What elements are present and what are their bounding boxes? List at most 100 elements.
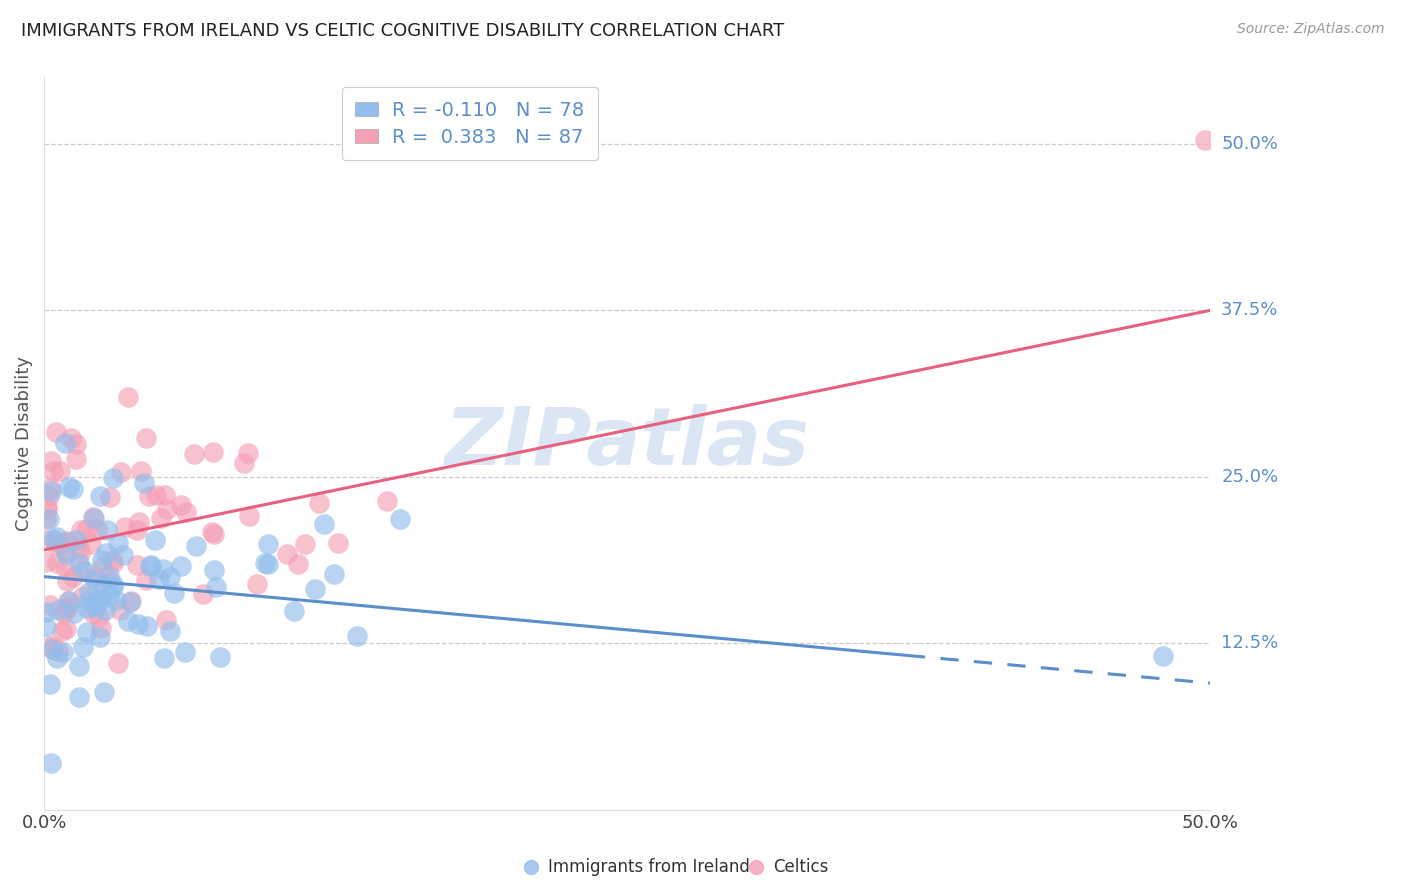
Point — [202, 527, 225, 541]
Point — [101, 553, 124, 567]
Text: IMMIGRANTS FROM IRELAND VS CELTIC COGNITIVE DISABILITY CORRELATION CHART: IMMIGRANTS FROM IRELAND VS CELTIC COGNIT… — [21, 22, 785, 40]
Point — [70, 524, 93, 538]
Text: 37.5%: 37.5% — [1222, 301, 1278, 319]
Point — [39, 454, 62, 468]
Point — [174, 505, 197, 519]
Point — [1194, 133, 1216, 147]
Point — [209, 650, 232, 665]
Point — [389, 512, 412, 526]
Point — [83, 511, 105, 525]
Point — [145, 488, 167, 502]
Point — [283, 604, 305, 618]
Point — [89, 621, 111, 635]
Point — [83, 569, 105, 583]
Point — [56, 599, 79, 614]
Point — [55, 547, 77, 561]
Point — [46, 530, 69, 544]
Point — [110, 466, 132, 480]
Point — [128, 516, 150, 530]
Point — [127, 617, 149, 632]
Point — [112, 548, 135, 562]
Point — [42, 533, 65, 547]
Point — [96, 523, 118, 537]
Point — [58, 593, 80, 607]
Point — [65, 533, 87, 548]
Point — [38, 640, 60, 654]
Point — [139, 559, 162, 574]
Point — [90, 592, 112, 607]
Point — [76, 601, 98, 615]
Point — [35, 533, 58, 547]
Point — [65, 437, 87, 451]
Point — [153, 651, 176, 665]
Point — [105, 593, 128, 607]
Point — [35, 555, 58, 569]
Point — [236, 446, 259, 460]
Point — [97, 588, 120, 602]
Point — [174, 645, 197, 659]
Point — [56, 594, 79, 608]
Point — [287, 557, 309, 571]
Point — [46, 602, 69, 616]
Point — [93, 685, 115, 699]
Point — [76, 522, 98, 536]
Point — [103, 576, 125, 591]
Point — [73, 564, 96, 578]
Point — [91, 578, 114, 592]
Point — [152, 562, 174, 576]
Point — [127, 523, 149, 537]
Point — [35, 620, 58, 634]
Legend: R = -0.110   N = 78, R =  0.383   N = 87: R = -0.110 N = 78, R = 0.383 N = 87 — [342, 87, 598, 161]
Point — [118, 595, 141, 609]
Point — [96, 545, 118, 559]
Point — [76, 625, 98, 640]
Point — [72, 640, 94, 655]
Point — [63, 607, 86, 621]
Point — [53, 607, 76, 621]
Point — [246, 577, 269, 591]
Point — [41, 639, 63, 653]
Point — [38, 599, 60, 613]
Y-axis label: Cognitive Disability: Cognitive Disability — [15, 356, 32, 531]
Point — [45, 556, 67, 570]
Point — [117, 614, 139, 628]
Point — [232, 456, 254, 470]
Point — [159, 570, 181, 584]
Point — [138, 489, 160, 503]
Point — [58, 535, 80, 549]
Point — [35, 500, 58, 514]
Point — [72, 589, 94, 603]
Point — [87, 592, 110, 607]
Point — [143, 533, 166, 547]
Point — [108, 602, 131, 616]
Point — [45, 538, 67, 552]
Point — [114, 520, 136, 534]
Point — [51, 537, 73, 551]
Point — [156, 502, 179, 516]
Text: 50.0%: 50.0% — [1222, 135, 1278, 153]
Text: Immigrants from Ireland: Immigrants from Ireland — [548, 858, 751, 876]
Point — [51, 624, 73, 639]
Point — [136, 619, 159, 633]
Point — [39, 482, 62, 496]
Point — [70, 564, 93, 578]
Point — [38, 490, 60, 504]
Point — [77, 585, 100, 599]
Point — [159, 624, 181, 638]
Point — [326, 536, 349, 550]
Point — [184, 540, 207, 554]
Point — [312, 517, 335, 532]
Point — [201, 525, 224, 540]
Point — [169, 558, 191, 573]
Point — [375, 494, 398, 508]
Point — [91, 560, 114, 574]
Point — [80, 537, 103, 551]
Point — [82, 509, 104, 524]
Point — [135, 431, 157, 445]
Point — [120, 594, 142, 608]
Point — [67, 556, 90, 570]
Point — [117, 390, 139, 404]
Point — [69, 546, 91, 560]
Point — [55, 602, 77, 616]
Point — [62, 482, 84, 496]
